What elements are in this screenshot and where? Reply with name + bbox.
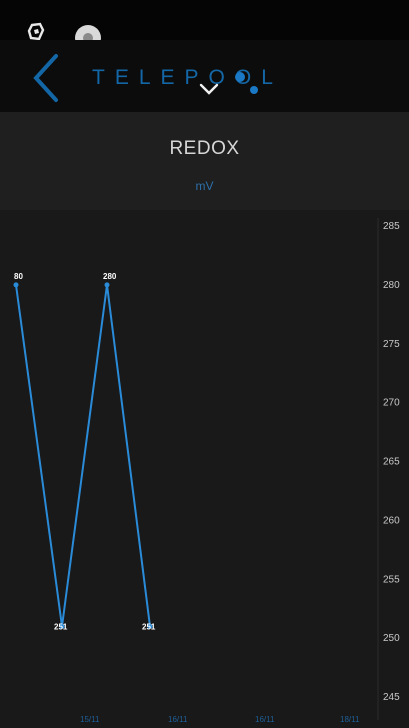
brand-logo: TELEPOOL xyxy=(92,62,332,102)
data-label: 251 xyxy=(54,622,68,631)
data-point[interactable] xyxy=(147,623,153,629)
brand-text: TELEPOOL xyxy=(92,66,283,89)
brand-dot xyxy=(250,86,258,94)
chart-title: REDOX xyxy=(169,138,240,159)
y-tick-label: 245 xyxy=(383,692,400,703)
redox-line-chart[interactable]: 285 280 275 270 265 260 255 250 245 15/11 16/11 16/… xyxy=(0,210,409,728)
data-label: 80 xyxy=(14,272,23,281)
y-tick-label: 285 xyxy=(383,221,400,232)
x-tick-label: 15/11 xyxy=(80,715,100,724)
data-label: 251 xyxy=(142,622,156,631)
app-header: TELEPOOL xyxy=(0,40,409,113)
chart-area[interactable]: 285 280 275 270 265 260 255 250 245 15/11 16/11 16/… xyxy=(0,210,409,728)
back-chevron-icon[interactable] xyxy=(26,52,66,104)
y-tick-label: 265 xyxy=(383,457,400,468)
y-tick-label: 260 xyxy=(383,515,400,526)
data-label: 280 xyxy=(103,272,117,281)
data-point[interactable] xyxy=(13,282,19,288)
x-tick-label: 16/11 xyxy=(255,715,275,724)
data-point[interactable] xyxy=(59,623,65,629)
series-line xyxy=(15,284,151,627)
chart-unit: mV xyxy=(195,179,214,193)
chart-header: REDOX mV xyxy=(0,112,409,210)
y-tick-label: 280 xyxy=(383,280,400,291)
status-bar xyxy=(0,0,409,51)
y-tick-label: 270 xyxy=(383,398,400,409)
y-tick-label: 255 xyxy=(383,574,400,585)
x-tick-label: 18/11 xyxy=(340,715,360,724)
brand-dot xyxy=(235,72,245,82)
chevron-down-icon[interactable] xyxy=(198,82,220,96)
app-notification-icon xyxy=(27,22,45,41)
y-tick-label: 275 xyxy=(383,339,400,350)
data-point[interactable] xyxy=(104,282,110,288)
x-tick-label: 16/11 xyxy=(168,715,188,724)
y-tick-label: 250 xyxy=(383,633,400,644)
